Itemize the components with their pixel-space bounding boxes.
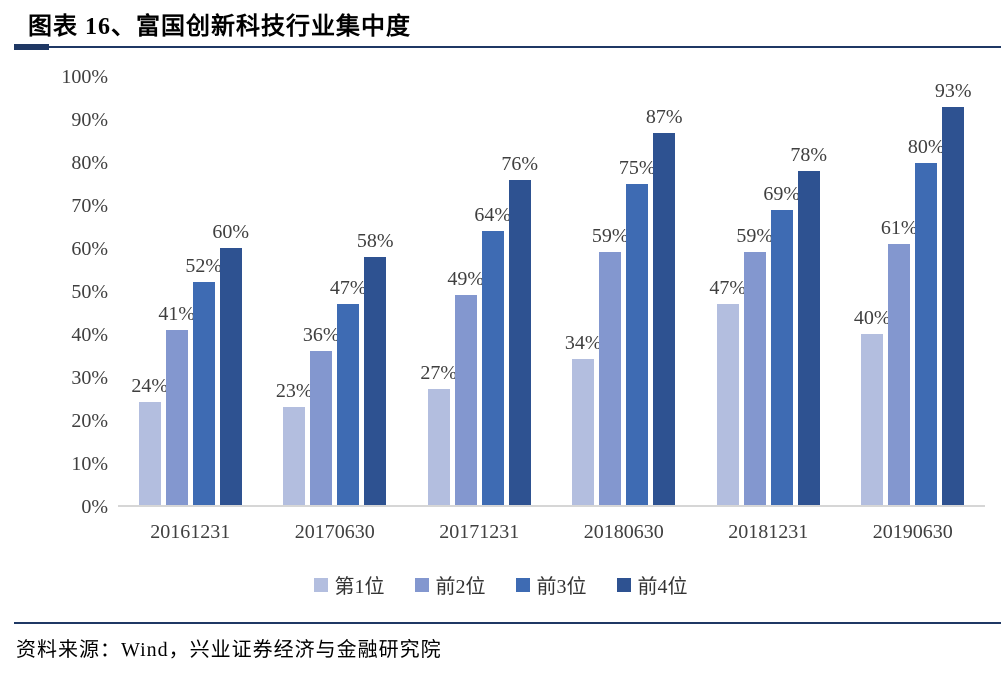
- bar-前4位: 58%: [357, 230, 394, 505]
- bar-第1位: 40%: [854, 307, 891, 505]
- chart-legend: 第1位 前2位 前3位 前4位: [0, 570, 1001, 599]
- bar-group: 23% 36% 47% 58%: [263, 77, 408, 505]
- x-axis-tick: 20161231: [150, 521, 231, 543]
- bar-第1位: 34%: [565, 332, 602, 505]
- y-axis-tick: 20%: [71, 410, 108, 432]
- footer-divider: [14, 622, 1001, 624]
- bar-data-label: 64%: [474, 204, 512, 227]
- legend-label: 前4位: [637, 576, 688, 598]
- y-axis-tick: 50%: [71, 281, 108, 303]
- x-axis-tick: 20181231: [728, 521, 809, 543]
- bar-第1位: 47%: [709, 277, 746, 505]
- bar-前3位: 80%: [908, 136, 945, 505]
- legend-label: 前3位: [536, 576, 587, 598]
- bar-data-label: 41%: [158, 302, 196, 325]
- bar-前2位: 61%: [881, 217, 918, 505]
- bar-前4位: 87%: [646, 106, 683, 505]
- bar-第1位: 27%: [420, 362, 457, 505]
- bar-data-label: 36%: [302, 323, 340, 346]
- y-axis-tick: 40%: [71, 324, 108, 346]
- bar-data-label: 24%: [131, 375, 169, 398]
- bar-data-label: 52%: [185, 255, 223, 278]
- bar-data-label: 58%: [356, 229, 394, 252]
- bar-data-label: 76%: [501, 152, 539, 175]
- title-underline-accent: [14, 44, 49, 50]
- bar-前2位: 59%: [736, 225, 773, 505]
- bar-group: 27% 49% 64% 76%: [407, 77, 552, 505]
- bar-前3位: 47%: [330, 277, 367, 505]
- y-axis-tick: 10%: [71, 453, 108, 475]
- bar-group: 24% 41% 52% 60%: [118, 77, 263, 505]
- y-axis-tick: 70%: [71, 195, 108, 217]
- bar-data-label: 80%: [907, 135, 945, 158]
- bar-data-label: 69%: [763, 182, 801, 205]
- bar-data-label: 59%: [591, 225, 629, 248]
- source-note: 资料来源：Wind，兴业证券经济与金融研究院: [16, 639, 442, 661]
- bar-data-label: 27%: [420, 362, 458, 385]
- y-axis-tick: 0%: [81, 496, 108, 518]
- legend-item: 前4位: [616, 570, 688, 599]
- x-axis-tick: 20170630: [294, 521, 375, 543]
- y-axis: 0% 10% 20% 30% 40% 50% 60% 70% 80% 90% 100%: [0, 67, 108, 517]
- bar-前3位: 75%: [619, 157, 656, 505]
- legend-swatch-icon: [313, 577, 328, 592]
- bar-data-label: 93%: [934, 79, 972, 102]
- bar-data-label: 60%: [212, 221, 250, 244]
- figure-title: 图表 16、富国创新科技行业集中度: [28, 14, 411, 40]
- legend-swatch-icon: [616, 577, 631, 592]
- y-axis-tick: 90%: [71, 109, 108, 131]
- legend-swatch-icon: [414, 577, 429, 592]
- legend-swatch-icon: [515, 577, 530, 592]
- bar-group: 34% 59% 75% 87%: [552, 77, 697, 505]
- bar-data-label: 47%: [709, 276, 747, 299]
- legend-label: 第1位: [334, 576, 385, 598]
- bar-group: 40% 61% 80% 93%: [841, 77, 986, 505]
- bar-前4位: 93%: [935, 80, 972, 505]
- bar-data-label: 40%: [853, 306, 891, 329]
- legend-item: 第1位: [313, 570, 385, 599]
- bar-data-label: 34%: [564, 332, 602, 355]
- y-axis-tick: 30%: [71, 367, 108, 389]
- y-axis-tick: 60%: [71, 238, 108, 260]
- bar-data-label: 47%: [329, 276, 367, 299]
- bar-前2位: 41%: [158, 303, 195, 505]
- bar-前4位: 76%: [501, 153, 538, 505]
- title-underline: [14, 46, 1001, 48]
- y-axis-tick: 100%: [61, 66, 108, 88]
- y-axis-tick: 80%: [71, 152, 108, 174]
- bar-data-label: 59%: [736, 225, 774, 248]
- bar-第1位: 24%: [131, 375, 168, 505]
- legend-label: 前2位: [435, 576, 486, 598]
- bar-前3位: 64%: [474, 204, 511, 505]
- legend-item: 前3位: [515, 570, 587, 599]
- bar-data-label: 87%: [645, 105, 683, 128]
- x-axis-tick: 20180630: [583, 521, 664, 543]
- bar-前2位: 49%: [447, 268, 484, 505]
- bar-data-label: 23%: [275, 379, 313, 402]
- bar-data-label: 49%: [447, 268, 485, 291]
- bar-chart-plot-area: 24% 41% 52% 60% 23% 36% 47% 58% 27% 49% 64% 76% 34% 5…: [118, 77, 985, 507]
- x-axis: 20161231 20170630 20171231 20180630 20181231…: [118, 521, 985, 544]
- bar-前3位: 52%: [185, 255, 222, 505]
- plot-groups: 24% 41% 52% 60% 23% 36% 47% 58% 27% 49% 64% 76% 34% 5…: [118, 77, 985, 505]
- legend-item: 前2位: [414, 570, 486, 599]
- bar-data-label: 61%: [880, 216, 918, 239]
- bar-前3位: 69%: [763, 183, 800, 505]
- bar-前2位: 59%: [592, 225, 629, 505]
- bar-data-label: 78%: [790, 144, 828, 167]
- x-axis-tick: 20190630: [872, 521, 953, 543]
- x-axis-tick: 20171231: [439, 521, 520, 543]
- bar-第1位: 23%: [276, 380, 313, 505]
- bar-group: 47% 59% 69% 78%: [696, 77, 841, 505]
- bar-前4位: 60%: [212, 221, 249, 505]
- bar-data-label: 75%: [618, 157, 656, 179]
- bar-前4位: 78%: [790, 144, 827, 505]
- bar-前2位: 36%: [303, 324, 340, 505]
